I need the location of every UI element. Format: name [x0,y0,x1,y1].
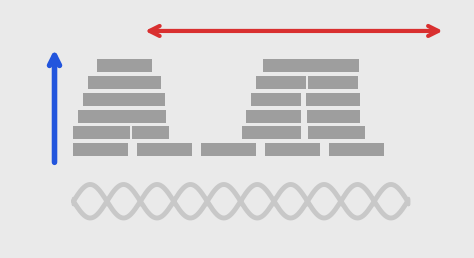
Bar [246,110,301,123]
Bar [78,110,130,123]
Bar [307,59,359,72]
Bar [308,126,365,139]
Bar [137,143,192,156]
Bar [127,93,165,106]
Bar [73,143,128,156]
Bar [329,143,384,156]
Bar [201,143,256,156]
Bar [308,76,358,89]
Bar [307,110,360,123]
Bar [306,93,360,106]
Bar [83,93,130,106]
Bar [88,76,128,89]
Bar [265,143,320,156]
Bar [130,110,166,123]
Bar [97,59,152,72]
Bar [256,76,306,89]
Bar [132,126,169,139]
Bar [263,59,308,72]
Bar [251,93,301,106]
Bar [242,126,301,139]
Bar [73,126,130,139]
Bar [118,76,161,89]
